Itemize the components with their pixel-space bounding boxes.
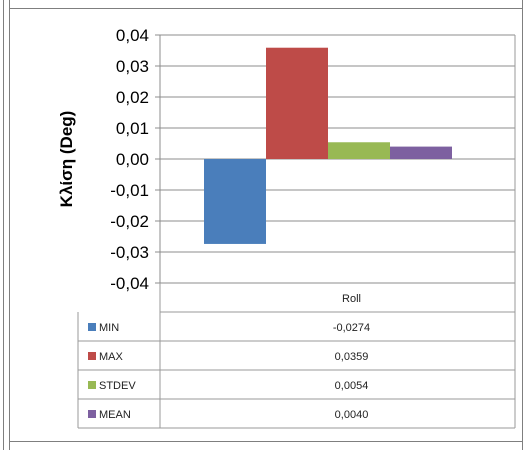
legend-key-stdev (88, 381, 96, 389)
bar-min (204, 159, 266, 244)
legend-label: MEAN (99, 409, 131, 421)
y-tick-labels: 0,04 0,03 0,02 0,01 0,00 -0,01 -0,02 -0,03 -0,04 (110, 26, 149, 293)
data-table: Roll MIN -0,0274 MAX 0,0359 STDEV 0,0054 MEAN 0,… (77, 35, 516, 429)
legend-label: STDEV (99, 380, 136, 392)
y-tick-label: 0,01 (116, 119, 149, 138)
legend-label: MAX (99, 351, 124, 363)
data-value-label: 0,0040 (335, 409, 369, 421)
y-tick-label: -0,01 (110, 181, 149, 200)
bar-mean (390, 146, 452, 159)
frame-line-top (9, 8, 522, 9)
legend-label: MIN (99, 322, 119, 334)
frame-line-bottom (9, 441, 522, 442)
bars (204, 47, 452, 244)
y-tick-label: -0,02 (110, 212, 149, 231)
frame-line-left-outer (3, 0, 4, 450)
y-tick-label: -0,03 (110, 243, 149, 262)
y-tick-label: 0,00 (116, 150, 149, 169)
legend-key-max (88, 352, 96, 360)
y-tick-label: -0,04 (110, 274, 149, 293)
data-value-label: 0,0359 (335, 351, 369, 363)
legend-key-mean (88, 410, 96, 418)
y-tick-label: 0,03 (116, 57, 149, 76)
bar-stdev (328, 142, 390, 159)
table-header-category: Roll (342, 293, 361, 305)
frame-line-left-inner (9, 0, 10, 450)
bar-max (266, 47, 328, 159)
legend-key-min (88, 323, 96, 331)
y-tick-label: 0,04 (116, 26, 149, 45)
y-axis-title: Κλίση (Deg) (57, 111, 76, 208)
data-value-label: 0,0054 (335, 380, 369, 392)
data-value-label: -0,0274 (333, 322, 370, 334)
y-tick-label: 0,02 (116, 88, 149, 107)
frame-line-right (522, 0, 523, 450)
